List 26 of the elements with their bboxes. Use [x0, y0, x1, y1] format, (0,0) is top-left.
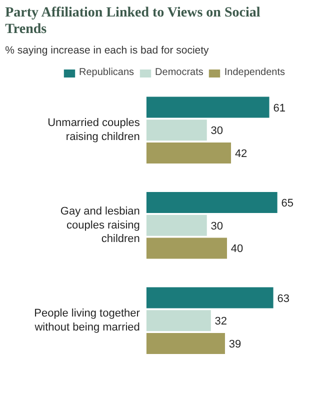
- bar: [146, 120, 207, 141]
- data-label: 30: [210, 220, 224, 232]
- data-label: 63: [277, 292, 290, 305]
- bar: [146, 238, 227, 259]
- bar: [146, 192, 278, 213]
- data-label: 39: [228, 338, 242, 350]
- chart-subtitle: % saying increase in each is bad for society: [5, 44, 210, 56]
- bar: [146, 310, 211, 332]
- legend-label: Independents: [224, 67, 286, 78]
- data-label: 61: [273, 102, 286, 114]
- data-label: 30: [210, 125, 224, 138]
- data-label: 65: [281, 198, 294, 210]
- data-label: 40: [230, 243, 244, 256]
- y-tick-label: Unmarried couples raising children: [48, 117, 140, 144]
- chart-title: Party Affiliation Linked to Views on Social Trends: [5, 5, 260, 37]
- legend-label: Republicans: [79, 67, 134, 78]
- data-label: 32: [214, 316, 228, 328]
- bar: [146, 214, 207, 236]
- bar: [146, 142, 232, 164]
- data-label: 42: [234, 148, 248, 160]
- y-tick-label: Gay and lesbian couples raising children: [60, 206, 140, 246]
- bar: [146, 287, 274, 308]
- bar: [146, 333, 225, 354]
- y-tick-label: People living together without being married: [34, 308, 140, 334]
- legend-label: Democrats: [155, 67, 204, 78]
- bar: [146, 96, 270, 118]
